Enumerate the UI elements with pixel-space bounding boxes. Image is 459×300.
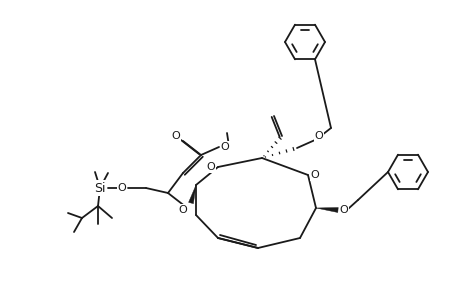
Text: O: O (310, 170, 319, 180)
Text: Si: Si (94, 182, 106, 194)
Text: O: O (178, 205, 187, 215)
Text: O: O (206, 162, 215, 172)
Text: O: O (118, 183, 126, 193)
Text: O: O (171, 131, 180, 141)
Text: O: O (220, 142, 229, 152)
Polygon shape (188, 185, 196, 204)
Polygon shape (315, 208, 337, 212)
Text: O: O (314, 131, 323, 141)
Text: O: O (339, 205, 347, 215)
